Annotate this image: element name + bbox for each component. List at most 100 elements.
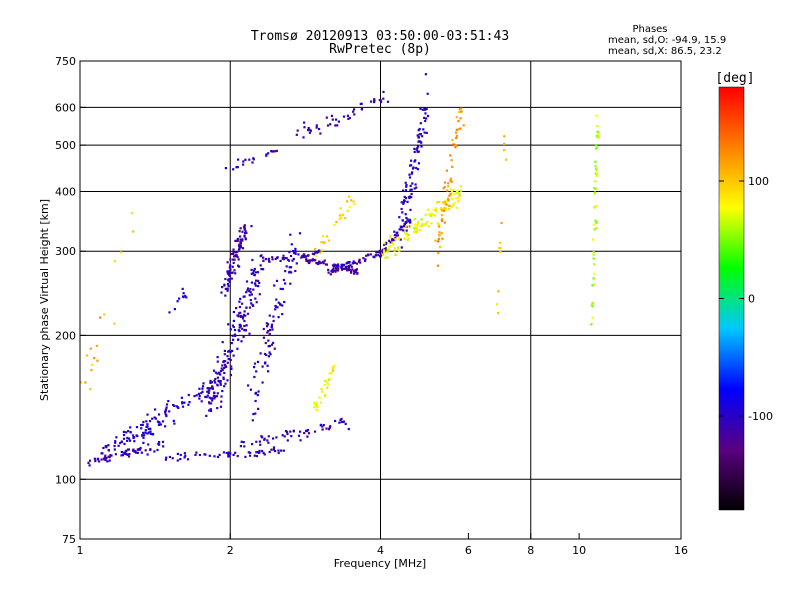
data-point-o [123, 442, 126, 445]
data-point-o [243, 445, 246, 448]
data-point-x [591, 316, 594, 319]
data-point-o [219, 383, 222, 386]
data-point-o [307, 126, 310, 130]
data-point-o [337, 120, 340, 123]
data-point-o [178, 297, 181, 300]
data-point-x [415, 229, 419, 232]
colorbar-tick-label: 100 [748, 175, 769, 188]
data-point-o [207, 387, 210, 390]
data-point-o [171, 457, 174, 460]
data-point-o [248, 306, 252, 309]
data-point-x [331, 367, 334, 370]
colorbar-tick-label: -100 [748, 410, 773, 423]
data-point-o [216, 384, 219, 387]
data-point-o [240, 314, 243, 318]
data-point-x [413, 218, 416, 221]
data-point-o [255, 279, 258, 282]
data-point-o [233, 258, 236, 261]
data-point-x [403, 232, 407, 235]
data-point-x [450, 159, 453, 162]
data-point-o [240, 340, 243, 343]
data-point-x [432, 208, 435, 211]
data-point-x [328, 377, 331, 380]
data-point-o [340, 417, 343, 420]
data-point-x [393, 247, 396, 250]
data-point-o [264, 341, 267, 345]
data-point-o [206, 394, 209, 397]
data-point-o [403, 199, 406, 202]
data-point-o [181, 287, 184, 290]
data-point-o [137, 448, 140, 451]
data-point-o [153, 416, 156, 419]
data-point-x [449, 179, 452, 182]
data-point-o [255, 440, 258, 443]
data-point-x [440, 214, 443, 217]
data-point-o [249, 299, 252, 302]
data-point-x [448, 208, 451, 211]
data-point-o [146, 413, 149, 416]
data-point-o [249, 451, 252, 454]
data-point-x [458, 128, 461, 131]
data-point-o [209, 387, 212, 390]
data-point-o [107, 455, 110, 458]
data-point-o [358, 258, 361, 261]
data-point-o [319, 424, 322, 427]
data-point-o [167, 400, 170, 403]
data-point-o [94, 460, 97, 463]
data-point-o [232, 248, 235, 251]
data-point-o [164, 412, 167, 415]
data-point-o [208, 401, 211, 404]
data-point-o [327, 428, 331, 431]
data-point-o [176, 300, 179, 303]
data-point-o [253, 454, 256, 457]
x-tick-label: 8 [527, 544, 534, 557]
data-point-o [275, 149, 278, 152]
data-point-x [316, 409, 319, 412]
data-point-o [241, 327, 244, 330]
data-point-o [285, 265, 288, 268]
data-point-o [239, 445, 242, 448]
data-point-o [260, 254, 263, 257]
data-point-o [229, 350, 232, 354]
x-tick-label: 16 [674, 544, 688, 557]
data-point-o [162, 445, 165, 448]
data-point-o [237, 264, 240, 267]
data-point-x [386, 256, 389, 259]
data-point-o [329, 123, 332, 126]
data-point-o [220, 395, 223, 398]
data-point-o [322, 260, 325, 263]
data-point-x [438, 231, 441, 234]
chart-title: Tromsø 20120913 03:50:00-03:51:43 [251, 29, 509, 44]
data-point-o [356, 272, 359, 275]
data-point-o [144, 449, 147, 452]
y-tick-label: 600 [55, 101, 76, 114]
data-point-o [261, 449, 264, 453]
data-point-o [257, 407, 260, 410]
data-point-o [295, 262, 298, 265]
data-point-o [164, 458, 167, 461]
data-point-o [114, 441, 117, 444]
data-point-o [217, 379, 220, 382]
data-point-o [195, 451, 198, 454]
data-point-o [122, 433, 126, 437]
data-point-o [253, 375, 256, 379]
data-point-o [334, 419, 337, 423]
data-point-o [254, 282, 257, 285]
data-point-x [498, 241, 502, 244]
data-point-o [402, 189, 405, 192]
data-point-o [377, 254, 380, 257]
data-point-x [594, 172, 597, 175]
data-point-x [454, 144, 457, 147]
data-point-o [262, 327, 265, 331]
data-point-o [321, 425, 324, 428]
data-point-x [590, 304, 593, 307]
data-point-o [251, 303, 254, 306]
data-point-o [267, 339, 270, 342]
data-point-o [267, 323, 270, 326]
data-point-x [499, 250, 502, 253]
data-point-x [436, 264, 439, 267]
data-point-x [441, 237, 444, 240]
data-point-o [221, 364, 224, 367]
data-point-o [421, 135, 424, 138]
data-point-o [207, 391, 210, 394]
